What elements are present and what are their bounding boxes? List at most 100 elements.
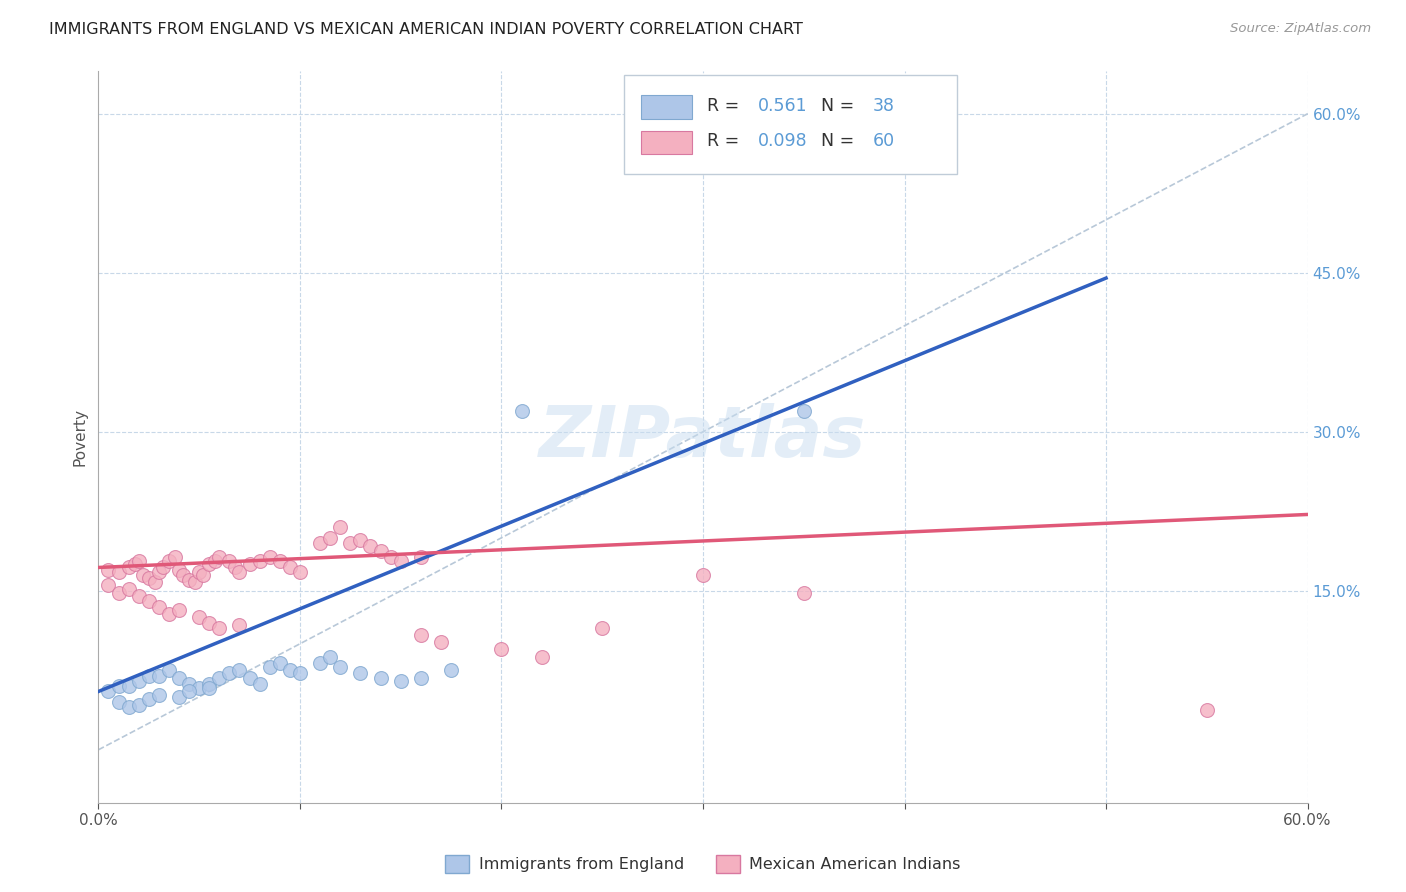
Point: [157, 554, 180, 568]
Point: [148, 668, 170, 682]
Point: [107, 695, 129, 709]
Point: [124, 558, 146, 572]
Point: [138, 668, 160, 682]
Point: [179, 677, 201, 691]
Point: [179, 573, 201, 587]
Point: [148, 688, 170, 702]
Point: [97, 563, 120, 577]
Point: [228, 565, 250, 579]
Point: [157, 607, 180, 621]
FancyBboxPatch shape: [641, 130, 692, 154]
Point: [148, 565, 170, 579]
Point: [491, 642, 513, 657]
Point: [239, 671, 262, 685]
Point: [118, 582, 141, 596]
Text: ZIPatlas: ZIPatlas: [540, 402, 866, 472]
Point: [138, 692, 160, 706]
Point: [269, 656, 291, 670]
Point: [269, 554, 291, 568]
Text: R =: R =: [707, 132, 744, 150]
Point: [138, 594, 160, 608]
Point: [591, 621, 613, 635]
Point: [389, 554, 412, 568]
Point: [228, 663, 250, 677]
Point: [128, 698, 150, 713]
Point: [278, 663, 301, 677]
Point: [239, 558, 262, 572]
Point: [319, 531, 342, 545]
Point: [319, 649, 342, 664]
Point: [107, 565, 129, 579]
Point: [132, 567, 155, 582]
Point: [224, 560, 246, 574]
Point: [128, 554, 150, 568]
Point: [167, 671, 190, 685]
Point: [288, 565, 311, 579]
Text: R =: R =: [707, 96, 744, 115]
Point: [259, 660, 281, 674]
Point: [430, 634, 453, 648]
Point: [218, 554, 240, 568]
Text: N =: N =: [821, 96, 860, 115]
Point: [208, 671, 231, 685]
Text: 0.098: 0.098: [758, 132, 807, 150]
Point: [188, 610, 211, 624]
Point: [218, 666, 240, 681]
Point: [793, 586, 815, 600]
Point: [118, 700, 141, 714]
FancyBboxPatch shape: [641, 95, 692, 119]
Point: [167, 603, 190, 617]
Point: [198, 558, 221, 572]
Point: [380, 549, 402, 564]
Point: [309, 656, 332, 670]
Point: [97, 578, 120, 592]
Point: [184, 575, 207, 590]
Point: [128, 589, 150, 603]
Point: [152, 560, 174, 574]
Legend: Immigrants from England, Mexican American Indians: Immigrants from England, Mexican America…: [439, 848, 967, 880]
FancyBboxPatch shape: [624, 75, 957, 174]
Point: [692, 567, 714, 582]
Point: [409, 628, 432, 642]
Point: [198, 677, 221, 691]
Point: [198, 615, 221, 630]
Text: 60: 60: [872, 132, 894, 150]
Point: [249, 554, 271, 568]
Point: [389, 673, 412, 688]
Point: [530, 649, 553, 664]
Point: [329, 660, 352, 674]
Point: [1195, 702, 1218, 716]
Text: Source: ZipAtlas.com: Source: ZipAtlas.com: [1230, 22, 1371, 36]
Point: [143, 575, 166, 590]
Point: [208, 621, 231, 635]
Point: [259, 549, 281, 564]
Point: [370, 543, 392, 558]
Point: [208, 549, 231, 564]
Point: [440, 663, 463, 677]
Point: [198, 681, 221, 696]
Point: [97, 684, 120, 698]
Point: [179, 684, 201, 698]
Point: [249, 677, 271, 691]
Point: [349, 666, 371, 681]
Point: [148, 599, 170, 614]
Point: [793, 403, 815, 417]
Point: [278, 560, 301, 574]
Point: [172, 567, 194, 582]
Point: [193, 567, 215, 582]
Text: N =: N =: [821, 132, 860, 150]
Point: [107, 586, 129, 600]
Point: [329, 520, 352, 534]
Point: [339, 536, 361, 550]
Point: [349, 533, 371, 547]
Point: [167, 563, 190, 577]
Point: [157, 663, 180, 677]
Point: [188, 565, 211, 579]
Point: [188, 681, 211, 696]
Point: [409, 549, 432, 564]
Point: [204, 554, 226, 568]
Point: [107, 679, 129, 693]
Point: [309, 536, 332, 550]
Point: [510, 403, 533, 417]
Point: [360, 539, 382, 553]
